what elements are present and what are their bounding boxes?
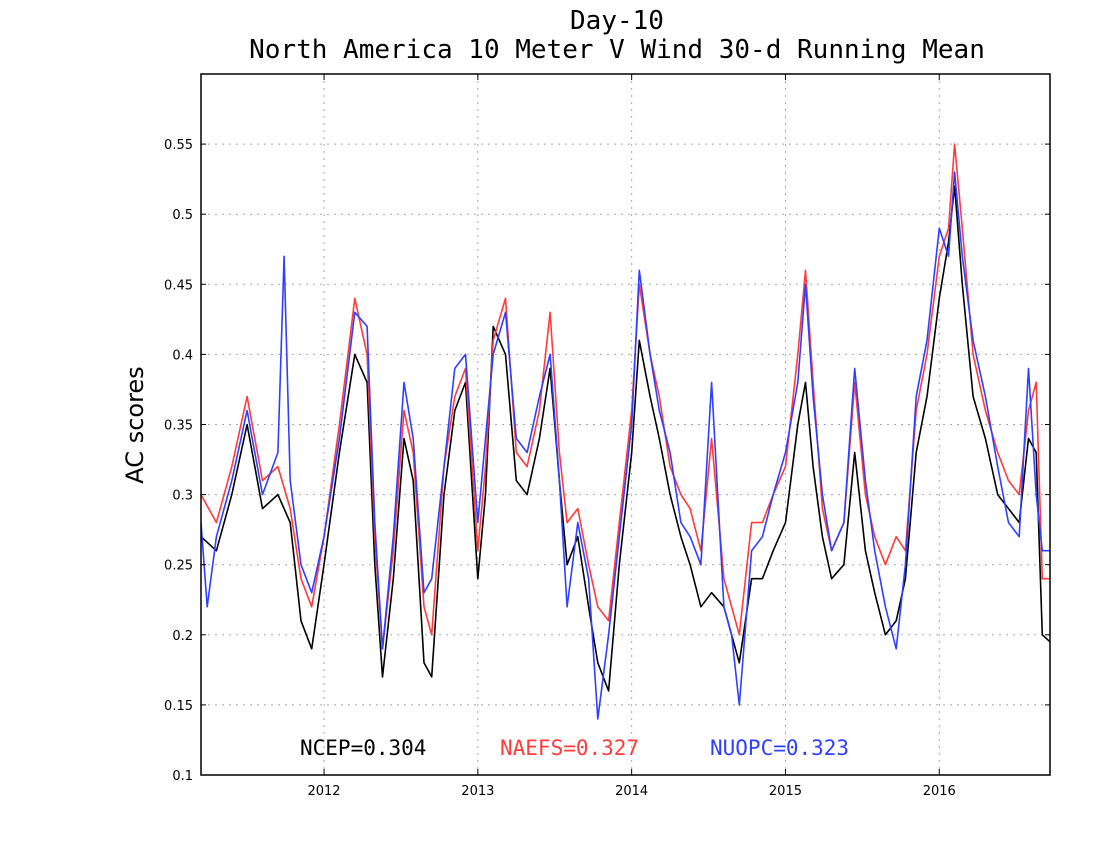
y-tick-label: 0.55 (164, 138, 193, 153)
series-line-naefs (201, 143, 1050, 650)
chart-title: Day-10 (570, 6, 664, 36)
axis-ticks: 0.1 0.15 0.2 0.25 0.3 0.35 0.4 0.45 0.5 0.55 2012 2… (164, 74, 1050, 799)
x-tick-label: 2014 (615, 784, 648, 799)
y-tick-label: 0.25 (164, 559, 193, 574)
y-tick-label: 0.5 (172, 208, 193, 223)
nuopc-score-label: NUOPC=0.323 (710, 736, 849, 760)
y-tick-label: 0.4 (172, 348, 193, 363)
y-axis-label: AC scores (121, 366, 149, 483)
series-line-nuopc (201, 171, 1050, 720)
y-tick-label: 0.3 (172, 489, 193, 504)
chart-subtitle: North America 10 Meter V Wind 30-d Runni… (249, 35, 985, 65)
ncep-score-label: NCEP=0.304 (300, 736, 426, 760)
x-tick-label: 2015 (769, 784, 802, 799)
y-tick-label: 0.1 (172, 769, 193, 784)
series-line-ncep (201, 185, 1050, 692)
naefs-score-label: NAEFS=0.327 (500, 736, 639, 760)
x-tick-label: 2012 (307, 784, 340, 799)
x-tick-label: 2013 (461, 784, 494, 799)
x-tick-label: 2016 (923, 784, 956, 799)
y-tick-label: 0.35 (164, 419, 193, 434)
grid-lines (201, 74, 1050, 775)
y-tick-label: 0.15 (164, 699, 193, 714)
series-lines (201, 143, 1050, 720)
y-tick-label: 0.2 (172, 629, 193, 644)
y-tick-label: 0.45 (164, 278, 193, 293)
